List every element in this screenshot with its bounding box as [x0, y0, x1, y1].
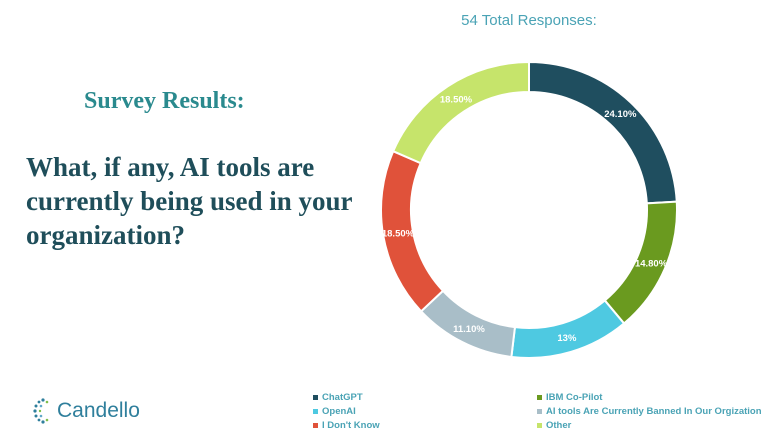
candello-logo: Candello: [32, 398, 140, 424]
legend-swatch-3: [537, 409, 542, 414]
legend-label-3: AI tools Are Currently Banned In Our Org…: [546, 406, 762, 417]
legend-swatch-5: [537, 423, 542, 428]
legend-item-0: ChatGPT: [313, 392, 537, 403]
donut-slice-5: [391, 60, 530, 165]
slice-value-label-3: 11.10%: [453, 324, 485, 335]
legend-swatch-1: [537, 395, 542, 400]
legend-swatch-0: [313, 395, 318, 400]
legend-label-5: Other: [546, 420, 572, 431]
donut-slice-2: [510, 299, 626, 359]
legend-label-1: IBM Co-Pilot: [546, 392, 603, 403]
survey-question: What, if any, AI tools are currently bei…: [26, 152, 353, 250]
legend-item-4: I Don't Know: [313, 420, 537, 431]
candello-logo-icon: [33, 398, 49, 424]
legend-swatch-2: [313, 409, 318, 414]
slice-value-label-2: 13%: [557, 333, 577, 344]
legend-label-0: ChatGPT: [322, 392, 363, 403]
slice-value-label-1: 14.80%: [635, 258, 668, 269]
legend-label-4: I Don't Know: [322, 420, 380, 431]
slice-value-label-5: 18.50%: [440, 94, 473, 105]
legend-item-3: AI tools Are Currently Banned In Our Org…: [537, 406, 773, 417]
legend-item-2: OpenAI: [313, 406, 537, 417]
slice-value-label-4: 18.50%: [382, 228, 415, 239]
legend-item-5: Other: [537, 420, 773, 431]
legend-item-1: IBM Co-Pilot: [537, 392, 773, 403]
donut-slice-0: [528, 60, 678, 205]
legend-label-2: OpenAI: [322, 406, 356, 417]
chart-title: 54 Total Responses:: [461, 12, 597, 29]
survey-heading: Survey Results:: [84, 88, 245, 114]
chart-legend: ChatGPT IBM Co-Pilot OpenAI AI tools Are Cu…: [313, 392, 773, 431]
slice-value-label-0: 24.10%: [604, 109, 637, 120]
legend-swatch-4: [313, 423, 318, 428]
candello-logo-text: Candello: [57, 399, 140, 422]
